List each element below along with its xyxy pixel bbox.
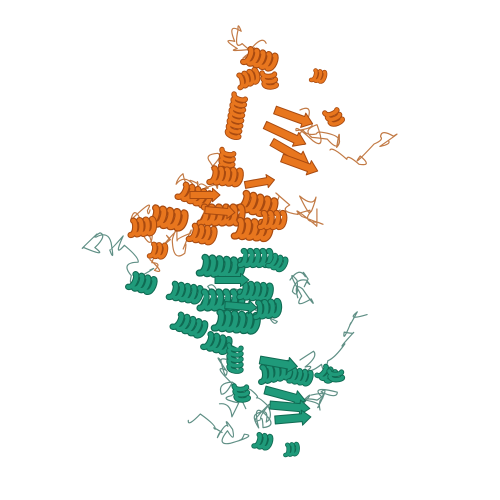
coil-segment [302,388,338,411]
alpha-helix [253,298,282,320]
alpha-helix [207,166,243,187]
alpha-helix [196,254,245,279]
coil-segment [295,107,341,148]
alpha-helix [241,47,278,71]
coil-segment [81,232,155,284]
beta-strand [214,272,250,288]
alpha-helix [232,384,251,402]
coil-segment [187,413,250,445]
beta-strand [204,204,236,220]
beta-strand [280,153,319,176]
coil-segment [329,132,398,166]
coil-segment [267,192,324,227]
beta-strand [274,409,312,426]
chain-a-ribbon [127,25,398,273]
coil-segment [217,350,241,418]
alpha-helix [237,67,260,90]
alpha-helix [327,369,345,382]
alpha-helix [257,210,287,230]
alpha-helix [309,69,327,83]
alpha-helix [128,216,157,238]
coil-segment [289,271,314,305]
beta-strand [243,174,275,189]
beta-strand [269,399,311,416]
alpha-helix [197,289,245,311]
beta-strand [189,187,221,203]
alpha-helix [260,71,279,89]
alpha-helix [237,248,273,268]
alpha-helix [211,310,260,334]
alpha-helix [283,442,300,457]
alpha-helix [266,253,288,272]
coil-segment [299,311,368,380]
beta-strand [224,300,258,315]
beta-strand [273,105,314,128]
beta-strand [262,120,307,147]
alpha-helix [227,343,243,373]
alpha-helix [237,281,273,302]
alpha-helix [225,92,248,140]
alpha-helix [147,242,168,259]
alpha-helix [201,332,232,354]
alpha-helix [170,312,208,338]
chain-b-ribbon [81,232,368,458]
alpha-helix [252,432,273,450]
alpha-helix [186,223,217,245]
alpha-helix [146,205,188,231]
coil-segment [240,387,272,429]
alpha-helix [323,108,345,126]
alpha-helix [287,367,313,386]
alpha-helix [235,191,278,218]
beta-strand [258,355,298,373]
alpha-helix [259,361,293,384]
alpha-helix [231,218,273,241]
alpha-helix [126,272,157,294]
alpha-helix [166,281,203,304]
alpha-helix [218,147,236,179]
